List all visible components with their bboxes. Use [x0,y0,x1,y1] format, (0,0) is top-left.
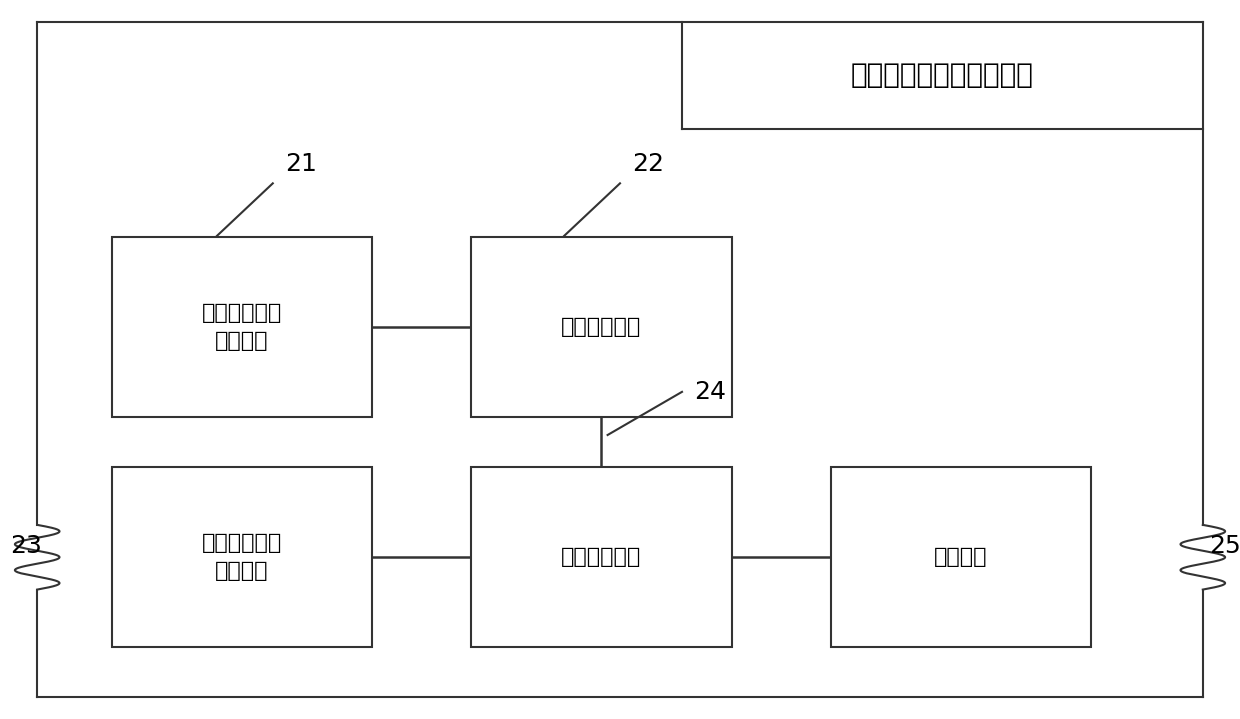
Bar [112,237,372,417]
Text: 第二训练模块: 第二训练模块 [562,547,641,567]
Text: 23: 23 [10,534,42,559]
Text: 分割模块: 分割模块 [934,547,988,567]
Bar [471,237,732,417]
Text: 21: 21 [285,152,317,176]
Text: 第一训练数据
生成模块: 第一训练数据 生成模块 [202,303,281,351]
Text: 第一训练模块: 第一训练模块 [562,317,641,337]
Text: 22: 22 [632,152,665,176]
Text: 全自动骨盆肿瘤分割系统: 全自动骨盆肿瘤分割系统 [851,62,1034,89]
Bar [831,467,1091,647]
Bar [471,467,732,647]
Text: 25: 25 [1209,534,1240,559]
Bar [112,467,372,647]
Text: 第二训练数据
生成模块: 第二训练数据 生成模块 [202,533,281,581]
Text: 24: 24 [694,380,727,404]
